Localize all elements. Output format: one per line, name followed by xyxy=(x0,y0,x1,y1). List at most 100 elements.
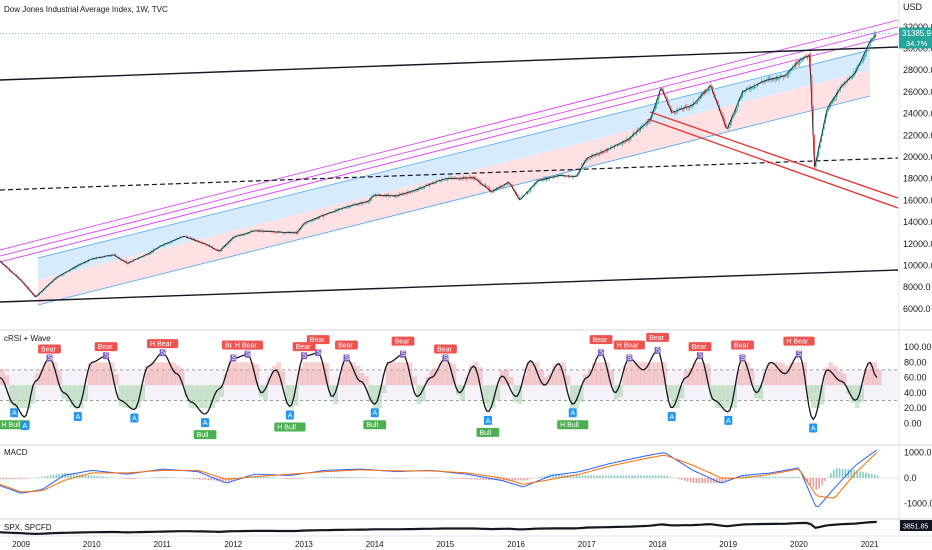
price-scale[interactable]: USD 32000.0 30000.0 28000.0 26000.0 24000.0 2… xyxy=(898,0,932,536)
crsi-bear-fill xyxy=(394,362,400,386)
macd-hist-bar xyxy=(365,477,367,478)
bear-badge xyxy=(231,340,264,350)
crsi-bear-fill xyxy=(166,362,172,386)
s-badge xyxy=(244,350,251,358)
macd-hist-bar xyxy=(809,478,812,486)
macd-hist-bar xyxy=(336,476,338,478)
candle-body xyxy=(170,241,172,243)
s-badge-label: S xyxy=(316,350,321,357)
spx-pane[interactable]: SPX, SPCFD 3851.85 xyxy=(0,520,932,536)
crsi-bear-fill xyxy=(144,365,150,386)
macd-hist-bar xyxy=(298,478,300,479)
macd-hist-bar xyxy=(651,475,654,478)
candle-body xyxy=(763,80,765,83)
time-axis[interactable]: 2009 2010 2011 2012 2013 2014 2015 2016 2017 2018… xyxy=(0,535,932,549)
candle-body xyxy=(822,129,824,136)
candle-body xyxy=(824,116,826,123)
macd-hist-bar xyxy=(786,476,788,478)
candle-body xyxy=(794,62,797,67)
candle-body xyxy=(495,188,497,191)
candle-body xyxy=(248,232,250,234)
macd-hist-bar xyxy=(344,477,347,478)
macd-hist-bar xyxy=(575,475,578,478)
macd-hist-bar xyxy=(599,475,601,478)
macd-hist-bar xyxy=(108,477,110,478)
candle-body xyxy=(268,230,270,232)
candle-body xyxy=(847,79,850,81)
candle-body xyxy=(800,60,802,62)
candle-body xyxy=(574,175,576,177)
crsi-bull-fill xyxy=(854,385,860,408)
candle-body xyxy=(506,182,508,185)
macd-hist-bar xyxy=(660,475,663,478)
crsi-bull-fill xyxy=(258,385,264,397)
macd-hist-bar xyxy=(555,474,557,478)
candle-body xyxy=(505,184,507,185)
candle-body xyxy=(635,131,637,135)
change-badge xyxy=(899,38,932,49)
candle-body xyxy=(868,45,870,46)
price-tick-label: 10000.0 xyxy=(903,261,932,271)
price-tick-label: 24000.0 xyxy=(903,109,932,119)
candle-body xyxy=(526,191,529,194)
crsi-bear-fill xyxy=(635,362,641,386)
candle-body xyxy=(366,202,368,203)
crsi-bull-fill xyxy=(289,385,295,408)
crsi-bear-fill xyxy=(868,362,873,386)
macd-hist-bar xyxy=(485,478,487,480)
macd-hist-bar xyxy=(666,475,668,478)
crsi-bear-fill xyxy=(644,362,650,386)
candle-body xyxy=(741,91,744,97)
candle-body xyxy=(789,70,791,74)
crsi-bull-fill xyxy=(184,385,189,397)
candle-body xyxy=(630,137,632,139)
crsi-bear-fill xyxy=(398,362,404,386)
macd-hist-bar xyxy=(789,476,791,478)
candle-body xyxy=(459,179,461,180)
crsi-bear-fill xyxy=(350,362,356,386)
candle-body xyxy=(790,69,792,71)
candle-body xyxy=(176,239,178,241)
candle-body xyxy=(332,212,334,213)
macd-hist-bar xyxy=(873,474,876,478)
candle-body xyxy=(643,125,646,126)
macd-hist-bar xyxy=(727,478,730,481)
macd-hist-bar xyxy=(792,476,794,478)
macd-hist-bar xyxy=(268,477,271,478)
candle-body xyxy=(792,67,794,70)
macd-hist-bar xyxy=(756,476,759,478)
bear-badge xyxy=(292,342,316,352)
a-badge xyxy=(483,415,492,425)
candle-body xyxy=(577,173,579,177)
macd-hist-bar xyxy=(125,478,128,480)
candle-body xyxy=(769,78,771,80)
candle-body xyxy=(333,212,336,213)
macd-hist-bar xyxy=(511,478,514,481)
crsi-bear-fill xyxy=(162,362,167,386)
candle-body xyxy=(739,99,741,102)
candle-body xyxy=(801,60,803,61)
macd-hist-bar xyxy=(578,475,581,478)
crsi-bull-fill xyxy=(328,385,334,399)
crsi-bull-fill xyxy=(455,385,461,396)
price-pane[interactable]: Dow Jones Industrial Average Index, 1W, … xyxy=(0,5,899,306)
candle-body xyxy=(386,194,389,196)
bear-badge xyxy=(306,335,330,345)
candle-body xyxy=(265,230,268,232)
candle-body xyxy=(63,273,65,275)
macd-hist-bar xyxy=(394,478,397,479)
macd-hist-bar xyxy=(397,478,400,479)
candle-body xyxy=(279,231,281,232)
macd-hist-bar xyxy=(482,478,484,480)
macd-hist-bar xyxy=(81,474,84,478)
macd-hist-bar xyxy=(327,476,329,478)
candle-body xyxy=(478,179,480,181)
macd-pane[interactable]: MACD xyxy=(0,448,898,508)
macd-hist-bar xyxy=(496,478,499,481)
a-badge xyxy=(370,408,379,418)
crsi-bear-fill xyxy=(245,362,251,386)
candle-body xyxy=(191,237,193,240)
